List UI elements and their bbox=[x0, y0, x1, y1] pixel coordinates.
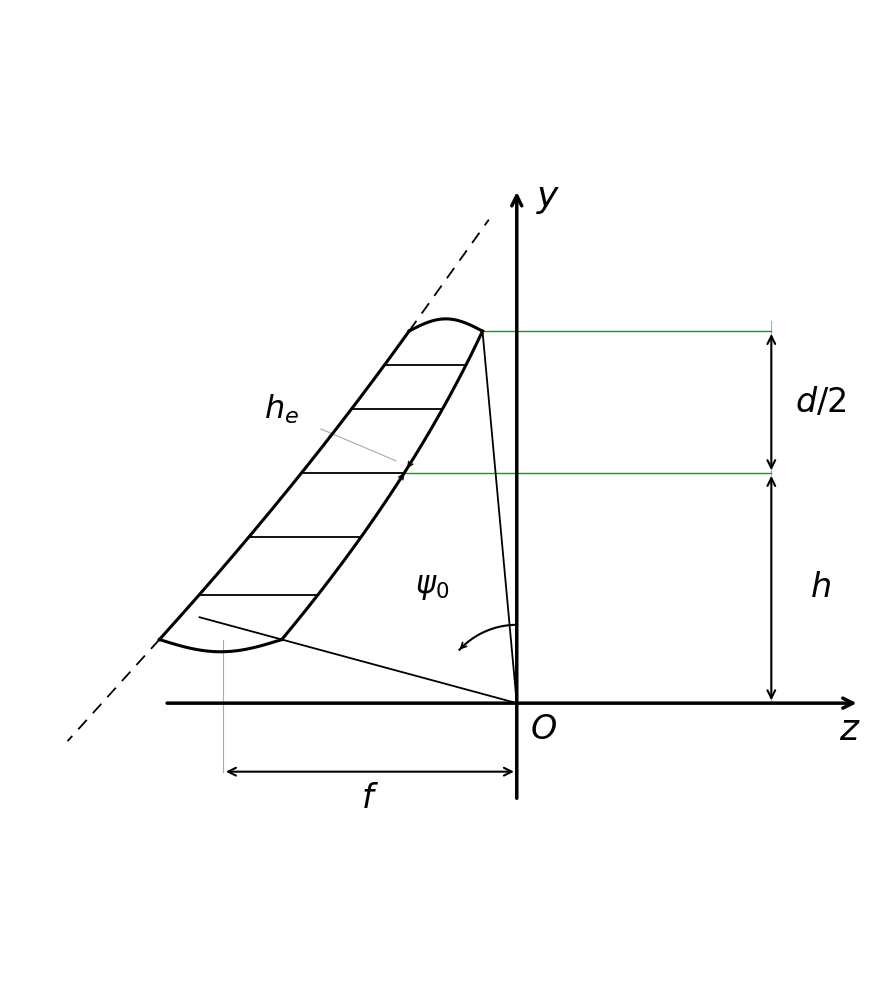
Text: $O$: $O$ bbox=[530, 714, 557, 746]
Text: $y$: $y$ bbox=[536, 182, 561, 216]
Text: $d/2$: $d/2$ bbox=[794, 386, 846, 419]
Text: $z$: $z$ bbox=[839, 713, 861, 747]
Text: $f$: $f$ bbox=[361, 783, 379, 815]
Text: $h_e$: $h_e$ bbox=[264, 393, 299, 426]
Text: $\psi_0$: $\psi_0$ bbox=[414, 571, 449, 602]
Text: $h$: $h$ bbox=[810, 572, 831, 604]
